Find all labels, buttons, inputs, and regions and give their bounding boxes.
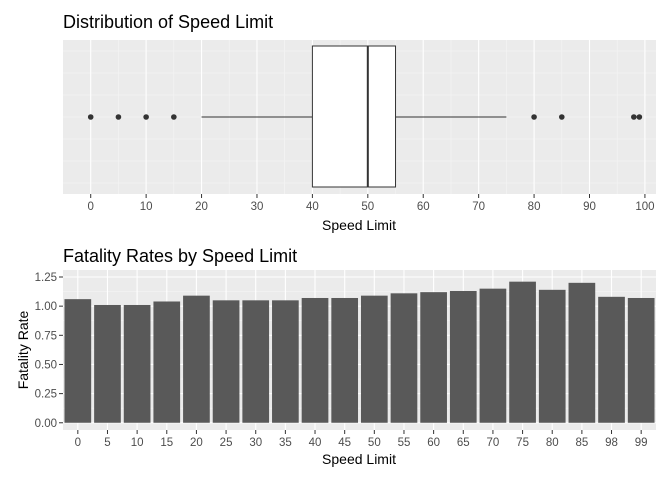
boxplot-outlier-point (87, 114, 94, 120)
bar-60 (420, 292, 447, 423)
boxplot-outlier-point (115, 114, 122, 120)
bar-chart-y-tick-label: 0.75 (35, 330, 57, 342)
bar-20 (183, 295, 210, 423)
bar-70 (479, 288, 507, 423)
bar-chart-x-tick-label: 80 (546, 437, 559, 449)
boxplot-outlier-point (171, 114, 177, 120)
bar-85 (568, 282, 596, 423)
bar-30 (242, 300, 270, 423)
bar-50 (360, 295, 388, 423)
bar-chart-x-tick-label: 60 (427, 437, 440, 449)
boxplot-x-tick-label: 20 (195, 201, 208, 213)
bar-chart-x-tick-label: 5 (104, 437, 110, 449)
boxplot-x-tick-label: 10 (140, 201, 153, 213)
boxplot-x-axis-title: Speed Limit (322, 217, 396, 233)
bar-chart-x-tick-label: 50 (368, 437, 381, 449)
bar-80 (538, 289, 566, 423)
bar-99 (627, 297, 655, 423)
bar-chart-y-tick-label: 0.25 (35, 389, 57, 401)
bar-35 (272, 300, 299, 423)
boxplot-outlier-point (636, 114, 643, 120)
bar-0 (64, 299, 92, 423)
bar-chart-x-tick-label: 15 (160, 437, 173, 449)
bar-98 (598, 296, 625, 423)
bar-40 (301, 297, 329, 423)
bar-chart-x-tick-label: 65 (457, 437, 470, 449)
boxplot-x-tick-label: 50 (361, 201, 374, 213)
bar-75 (509, 281, 536, 423)
boxplot-x-tick-label: 0 (88, 201, 94, 213)
boxplot-x-tick-label: 100 (635, 201, 654, 213)
bar-chart-x-tick-label: 0 (75, 437, 81, 449)
boxplot-box (311, 45, 397, 188)
bar-chart-x-tick-label: 35 (279, 437, 292, 449)
bar-45 (331, 297, 359, 423)
bar-10 (123, 304, 151, 423)
bar-chart-panel: 0.00 0.25 0.50 0.75 1.00 1.25 0 5 10 15 20 25 30 35 40… (35, 270, 656, 449)
bar-chart-x-tick-label: 30 (249, 437, 262, 449)
bar-chart-x-axis-title: Speed Limit (322, 451, 396, 467)
bar-chart-x-tick-label: 45 (338, 437, 351, 449)
bar-25 (212, 300, 240, 423)
bar-65 (449, 290, 477, 423)
bar-chart-title: Fatality Rates by Speed Limit (63, 246, 297, 266)
boxplot-x-tick-label: 40 (306, 201, 319, 213)
bar-chart-x-tick-label: 98 (605, 437, 618, 449)
bar-5 (94, 304, 121, 423)
bar-chart-y-tick-label: 1.00 (35, 301, 57, 313)
bar-chart-x-tick-label: 40 (309, 437, 322, 449)
bar-15 (153, 301, 181, 423)
boxplot-outlier-point (558, 114, 565, 120)
bar-chart-x-tick-label: 25 (220, 437, 233, 449)
bar-chart-x-tick-label: 85 (575, 437, 588, 449)
boxplot-title: Distribution of Speed Limit (63, 12, 273, 32)
bar-chart-y-tick-label: 0.00 (35, 418, 57, 430)
boxplot-x-tick-label: 60 (417, 201, 430, 213)
bar-chart-x-tick-label: 20 (190, 437, 203, 449)
bar-chart-x-tick-label: 10 (131, 437, 144, 449)
bar-chart-x-tick-label: 75 (516, 437, 529, 449)
bar-chart-y-tick-label: 0.50 (35, 359, 57, 371)
boxplot-x-tick-label: 80 (528, 201, 541, 213)
boxplot-panel: 0 10 20 30 40 50 60 70 80 90 100 (63, 40, 656, 213)
bar-chart-x-tick-label: 55 (398, 437, 411, 449)
boxplot-outlier-point (143, 114, 149, 120)
bar-chart-y-axis-title: Fatality Rate (15, 310, 31, 389)
boxplot-x-tick-label: 70 (472, 201, 485, 213)
boxplot-x-tick-label: 90 (583, 201, 596, 213)
boxplot-x-tick-label: 30 (251, 201, 264, 213)
boxplot-outlier-point (531, 114, 537, 120)
bar-chart-x-tick-label: 70 (487, 437, 500, 449)
bar-chart-y-tick-label: 1.25 (35, 272, 57, 284)
bar-55 (390, 293, 418, 423)
boxplot-outlier-point (631, 114, 637, 120)
bar-chart-x-tick-label: 99 (635, 437, 648, 449)
